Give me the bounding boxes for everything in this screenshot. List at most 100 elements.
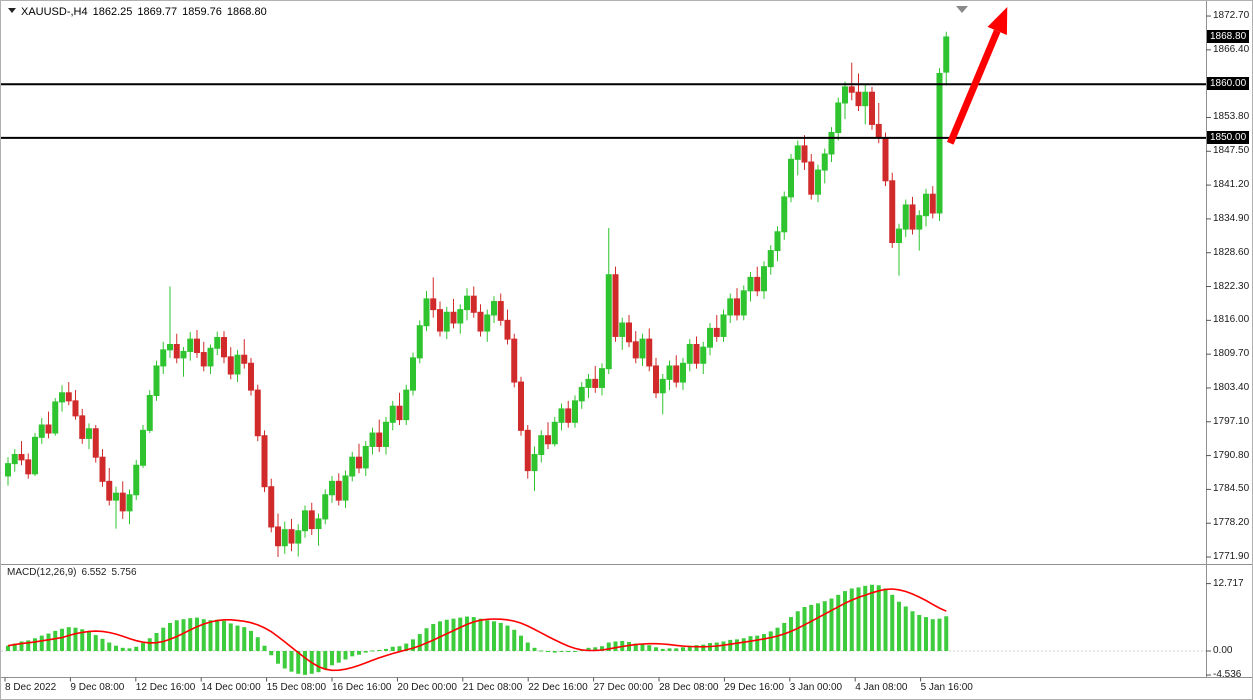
candle-body-bear — [848, 86, 855, 93]
macd-histogram-bar — [303, 651, 307, 675]
price-tick-label: 1822.30 — [1213, 280, 1250, 292]
macd-histogram-bar — [789, 617, 793, 651]
candle-body-bear — [801, 145, 808, 163]
macd-histogram-bar — [350, 651, 355, 657]
candle-body-bear — [450, 311, 457, 324]
macd-histogram-bar — [890, 594, 895, 651]
macd-histogram-bar — [795, 611, 800, 651]
macd-histogram-bar — [330, 651, 334, 666]
macd-histogram-bar — [687, 645, 692, 651]
price-tick-label: 1834.90 — [1213, 212, 1250, 224]
macd-histogram-bar — [519, 635, 523, 651]
candle-body-bear — [882, 137, 889, 182]
macd-histogram-bar — [343, 651, 348, 660]
macd-histogram-bar — [762, 634, 766, 651]
candle-body-bear — [626, 322, 632, 343]
time-tick-label: 16 Dec 16:00 — [332, 682, 392, 693]
candle-body-bull — [140, 429, 146, 466]
candle-body-bear — [173, 343, 180, 359]
symbol-timeframe-label: XAUUSD-,H4 — [21, 6, 88, 18]
candle-body-bull — [740, 290, 747, 316]
time-tick-label: 5 Jan 16:00 — [920, 682, 973, 693]
macd-histogram-bar — [228, 623, 233, 651]
candle-body-bear — [889, 180, 896, 244]
macd-histogram-bar — [411, 639, 415, 651]
macd-histogram-bar — [566, 651, 571, 653]
candle-body-bear — [693, 343, 700, 364]
macd-histogram-bar — [471, 617, 476, 651]
candle-body-bull — [491, 301, 497, 316]
candle-body-bull — [160, 349, 167, 367]
macd-histogram-bar — [397, 646, 402, 651]
candle-body-bear — [119, 492, 126, 512]
macd-histogram-bar — [174, 620, 179, 651]
candle-body-bear — [565, 408, 572, 423]
candle-body-bear — [227, 356, 234, 375]
time-axis[interactable]: 8 Dec 2022 9 Dec 08:00 12 Dec 16:00 14 Dec … — [1, 678, 1206, 699]
macd-histogram-bar — [384, 648, 388, 651]
macd-histogram-bar — [937, 618, 942, 651]
macd-histogram-bar — [768, 631, 773, 651]
macd-histogram-bar — [829, 598, 834, 651]
macd-histogram-bar — [249, 630, 253, 651]
candle-body-bull — [788, 158, 794, 198]
candle-body-bull — [167, 343, 173, 351]
candle-body-bull — [659, 378, 666, 394]
macd-histogram-bar — [525, 642, 530, 651]
candle-body-bear — [713, 327, 720, 337]
macd-histogram-bar — [930, 619, 935, 651]
macd-histogram-bar — [87, 631, 91, 651]
macd-histogram-bar — [505, 625, 510, 651]
candle-body-bull — [707, 327, 713, 348]
price-tick-label: 1816.00 — [1213, 314, 1250, 326]
symbol-dropdown-icon[interactable] — [8, 8, 16, 13]
price-tick-label: 1853.80 — [1213, 111, 1250, 123]
macd-histogram-bar — [316, 651, 321, 673]
candle-body-bull — [916, 215, 923, 230]
macd-histogram-bar — [573, 651, 577, 652]
candle-body-bull — [484, 314, 491, 332]
macd-histogram-bar — [100, 638, 105, 651]
candle-body-bull — [666, 365, 673, 380]
macd-histogram-bar — [255, 637, 260, 651]
macd-histogram-bar — [586, 647, 591, 651]
candle-body-bear — [808, 161, 815, 195]
macd-histogram-bar — [600, 646, 604, 651]
trend-arrow-line[interactable] — [947, 29, 1001, 145]
macd-histogram-bar — [451, 618, 456, 651]
candle-body-bear — [673, 365, 680, 383]
candle-body-bull — [369, 432, 376, 447]
trend-arrow-head[interactable] — [987, 7, 1008, 36]
macd-tick-label: 12.717 — [1213, 577, 1244, 589]
candle-body-bull — [281, 529, 288, 547]
candle-body-bear — [477, 311, 484, 332]
macd-histogram-bar — [741, 638, 746, 651]
candle-body-bear — [497, 301, 504, 321]
price-axis[interactable]: 1872.70 1866.40 1853.80 1847.50 1841.20 1834.… — [1207, 1, 1252, 680]
macd-histogram-bar — [127, 648, 132, 651]
macd-histogram-bar — [694, 645, 699, 651]
candle-body-bull — [538, 435, 545, 456]
candle-body-bull — [835, 102, 842, 133]
candle-body-bear — [396, 405, 403, 421]
candle-body-bear — [524, 429, 531, 472]
macd-histogram-bar — [944, 616, 949, 651]
candle-body-bear — [356, 456, 362, 469]
macd-histogram-bar — [552, 651, 557, 653]
macd-histogram-bar — [336, 651, 341, 663]
candle-body-bull — [896, 228, 902, 244]
candle-body-bull — [362, 445, 369, 469]
candle-body-bear — [241, 354, 248, 364]
candle-body-bull — [572, 400, 578, 423]
time-tick-label: 20 Dec 00:00 — [397, 682, 457, 693]
candle-body-bull — [828, 131, 835, 155]
macd-histogram-bar — [276, 651, 280, 664]
candle-body-bull — [302, 510, 308, 532]
macd-histogram-bar — [701, 644, 706, 651]
macd-histogram-bar — [147, 638, 152, 651]
macd-histogram-bar — [431, 623, 436, 651]
chart-shift-marker-icon[interactable] — [956, 6, 968, 13]
macd-histogram-bar — [370, 650, 375, 652]
macd-histogram-bar — [444, 619, 449, 651]
